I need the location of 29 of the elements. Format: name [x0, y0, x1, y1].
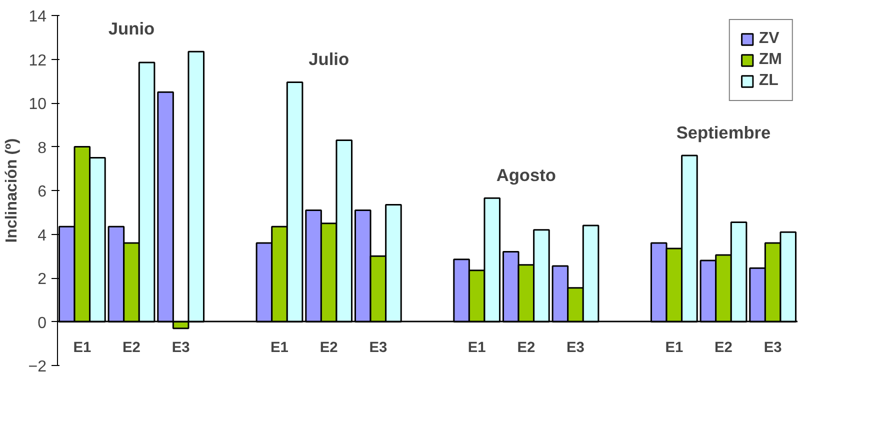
- annotation: Junio: [108, 18, 155, 38]
- y-tick-label: 6: [38, 184, 47, 200]
- x-tick-label: E3: [172, 340, 190, 356]
- x-tick-label: E1: [665, 340, 684, 356]
- y-tick-label: 8: [38, 140, 47, 157]
- annotation: Agosto: [496, 165, 556, 186]
- y-tick-label: 2: [38, 271, 47, 288]
- y-tick-label: 0: [38, 314, 47, 332]
- legend-label: ZV: [758, 30, 780, 48]
- x-tick-label: E2: [320, 340, 338, 356]
- x-tick-label: E2: [714, 340, 732, 356]
- x-tick-label: E1: [270, 340, 288, 356]
- x-tick-label: E2: [122, 340, 140, 356]
- x-tick-label: E1: [73, 340, 92, 356]
- x-tick-label: E3: [369, 340, 388, 356]
- y-tick-label: −2: [28, 358, 47, 376]
- x-tick-label: E2: [517, 340, 536, 356]
- legend-label: ZL: [758, 72, 779, 90]
- y-tick-label: 10: [28, 96, 47, 113]
- annotation: Septiembre: [676, 122, 772, 142]
- y-axis-title: Inclinación (º): [3, 138, 20, 243]
- x-tick-label: E1: [468, 340, 486, 356]
- y-tick-label: 4: [38, 227, 47, 244]
- annotation: Julio: [308, 49, 350, 70]
- x-tick-label: E3: [764, 340, 782, 356]
- y-tick-label: 14: [28, 8, 47, 26]
- legend-label: ZM: [758, 51, 782, 69]
- x-tick-label: E3: [566, 340, 584, 356]
- y-tick-label: 12: [28, 52, 47, 70]
